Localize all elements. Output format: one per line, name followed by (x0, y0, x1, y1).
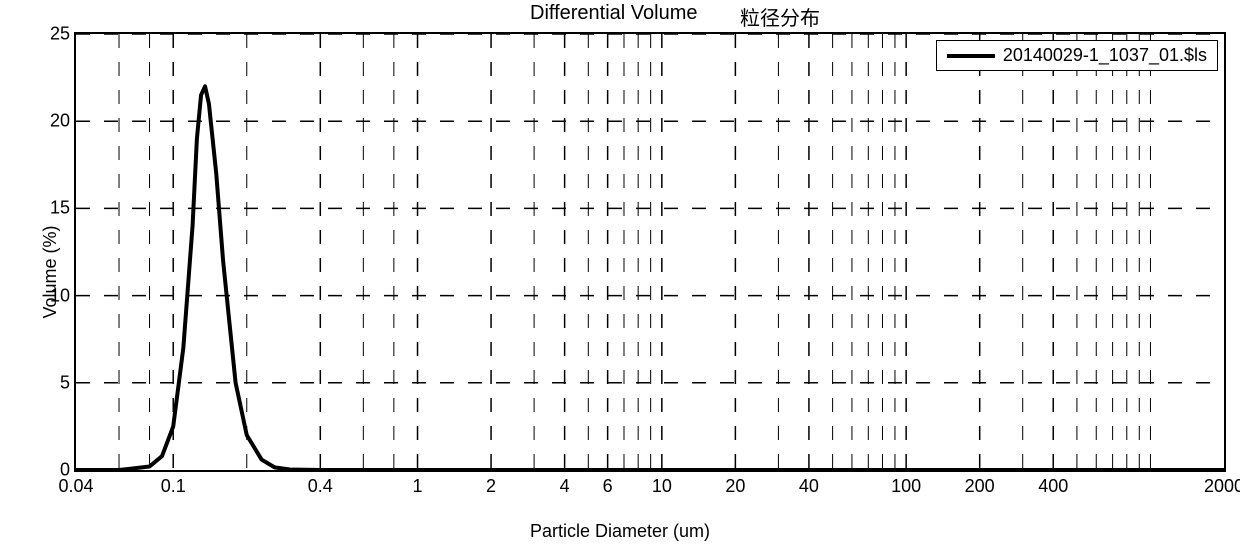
x-tick-label: 1 (413, 476, 423, 497)
y-tick-label: 10 (50, 285, 70, 306)
y-tick-label: 5 (60, 372, 70, 393)
y-tick-label: 20 (50, 111, 70, 132)
chart-container: Differential Volume 粒径分布 Volume (%) 2014… (0, 0, 1240, 544)
chart-title-left: Differential Volume (530, 2, 698, 25)
x-tick-label: 200 (965, 476, 995, 497)
plot-area: 20140029-1_1037_01.$ls 05101520250.040.1… (74, 32, 1226, 472)
x-tick-label: 0.04 (58, 476, 93, 497)
x-tick-label: 100 (891, 476, 921, 497)
y-tick-label: 15 (50, 198, 70, 219)
legend: 20140029-1_1037_01.$ls (936, 40, 1218, 71)
x-tick-label: 4 (560, 476, 570, 497)
chart-title-right: 粒径分布 (740, 2, 820, 31)
legend-label: 20140029-1_1037_01.$ls (1003, 45, 1207, 66)
x-axis-label: Particle Diameter (um) (530, 521, 710, 542)
legend-line-icon (947, 54, 995, 58)
x-tick-label: 40 (799, 476, 819, 497)
x-tick-label: 0.4 (308, 476, 333, 497)
x-tick-label: 400 (1038, 476, 1068, 497)
plot-svg (76, 34, 1224, 470)
x-tick-label: 10 (652, 476, 672, 497)
x-tick-label: 2000 (1204, 476, 1240, 497)
x-tick-label: 6 (603, 476, 613, 497)
x-tick-label: 20 (725, 476, 745, 497)
x-tick-label: 2 (486, 476, 496, 497)
y-tick-label: 25 (50, 24, 70, 45)
x-tick-label: 0.1 (161, 476, 186, 497)
